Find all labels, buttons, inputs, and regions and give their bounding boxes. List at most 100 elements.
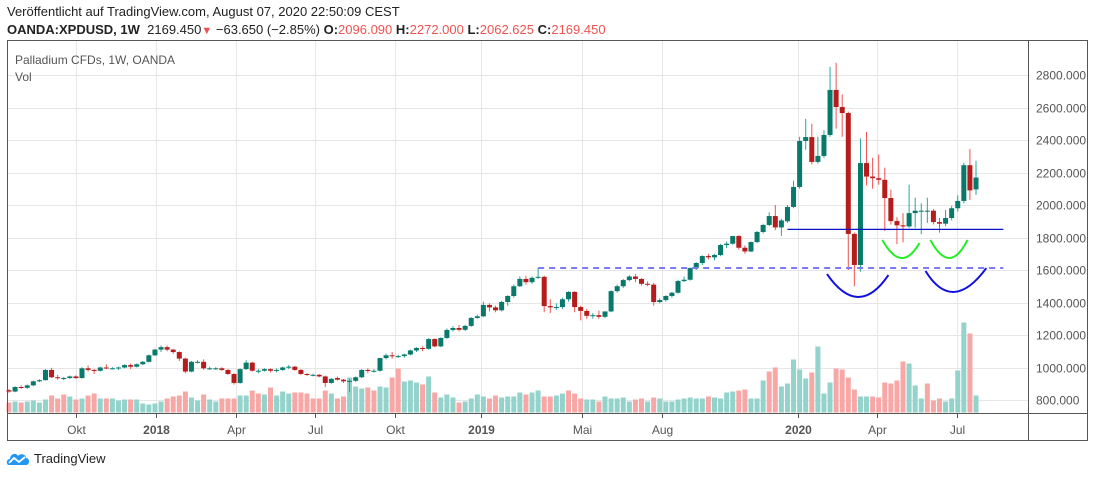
volume-bar [201,394,207,413]
candle-body [718,244,724,256]
candle-body [158,347,164,350]
volume-bar [103,398,109,413]
price-tick-label: 2200.000 [1036,167,1086,181]
candle-body [347,380,353,382]
volume-bar [778,386,784,413]
candle-body [413,348,419,351]
green-arc-drawing[interactable] [881,239,921,259]
candle-body [967,165,973,191]
candle-body [188,361,194,372]
drawings[interactable] [538,228,1004,298]
volume-bar [687,397,693,413]
price-tick-label: 1400.000 [1036,297,1086,311]
time-axis[interactable]: Okt 2018 Apr Jul Okt 2019 Mai Aug 2020 Apr Jul [67,414,965,437]
candle-body [280,367,286,370]
candle-body [608,291,614,312]
green-arc-drawing[interactable] [929,239,969,259]
last-price: 2169.450 [147,22,202,37]
tradingview-logo[interactable]: TradingView [6,450,106,466]
candle-body [310,374,316,376]
volume-bar [365,387,371,413]
blue-arc-drawing[interactable] [826,273,890,298]
volume-bar [128,399,134,413]
volume-bar [176,395,182,413]
volume-bar [772,367,778,413]
volume-bar [413,382,419,413]
volume-bar [705,396,711,413]
price-axis[interactable]: 2800.000 2600.000 2400.000 2200.000 2000.000… [1036,69,1086,408]
candle-body [389,355,395,357]
volume-bar [851,389,857,413]
volume-bar [845,377,851,413]
candle-body [943,218,949,224]
volume-bar [675,399,681,413]
candle-body [857,163,863,265]
candle-body [851,233,857,265]
volume-bar [535,390,541,413]
candle-body [444,329,450,338]
volume-bar [797,369,803,413]
time-tick-label: 2018 [143,423,170,437]
volume-bar [833,368,839,413]
volume-bar [225,398,231,413]
candle-body [61,378,67,380]
volume-bar [730,391,736,413]
candle-body [170,349,176,353]
candle-body [620,280,626,287]
volume-bar [572,393,578,413]
candle-body [511,286,517,296]
candle-body [359,369,365,378]
volume-bar [864,396,870,413]
volume-bar [255,393,261,413]
candle-body [292,366,298,370]
candle-body [626,276,632,281]
candle-body [730,236,736,244]
volume-bar [42,399,48,413]
volume-bar [559,393,565,413]
volume-bar [760,380,766,413]
candle-body [18,387,24,388]
volume-bar [663,401,669,413]
blue-arc-drawing[interactable] [924,267,988,293]
candle-body [30,381,36,386]
volume-bar [18,402,24,413]
candle-body [140,361,146,365]
symbol-name: OANDA:XPDUSD, 1W [7,22,140,37]
candle-body [340,379,346,382]
price-tick-label: 800.000 [1036,394,1080,408]
volume-bar [377,386,383,413]
time-tick-label: Jul [950,423,965,437]
candle-body [815,155,821,162]
candle-body [961,165,967,201]
volume-bar [134,399,140,413]
volume-bar [718,398,724,413]
tradingview-cloud-icon [6,453,30,465]
candle-body [772,216,778,228]
volume-bar [566,390,572,413]
volume-bar [249,390,255,413]
candle-body [681,279,687,282]
volume-bar [468,398,474,413]
volume-bar [140,403,146,413]
grid-lines [8,41,1028,413]
time-tick-label: Mai [573,423,592,437]
candle-body [748,242,754,252]
volume-bar [657,398,663,413]
candle-body [791,186,797,207]
candle-body [699,256,705,264]
candles [6,62,979,393]
volume-bar [578,398,584,413]
volume-bar [681,398,687,413]
candle-body [632,276,638,279]
candle-body [736,236,742,248]
volume-bar [918,398,924,413]
candle-body [590,315,596,317]
volume-bar [724,392,730,413]
candle-body [754,231,760,243]
volume-bar [237,395,243,413]
candle-body [213,368,219,370]
volume-bar [493,395,499,413]
volume-bar [602,396,608,413]
volume-bar [912,385,918,413]
